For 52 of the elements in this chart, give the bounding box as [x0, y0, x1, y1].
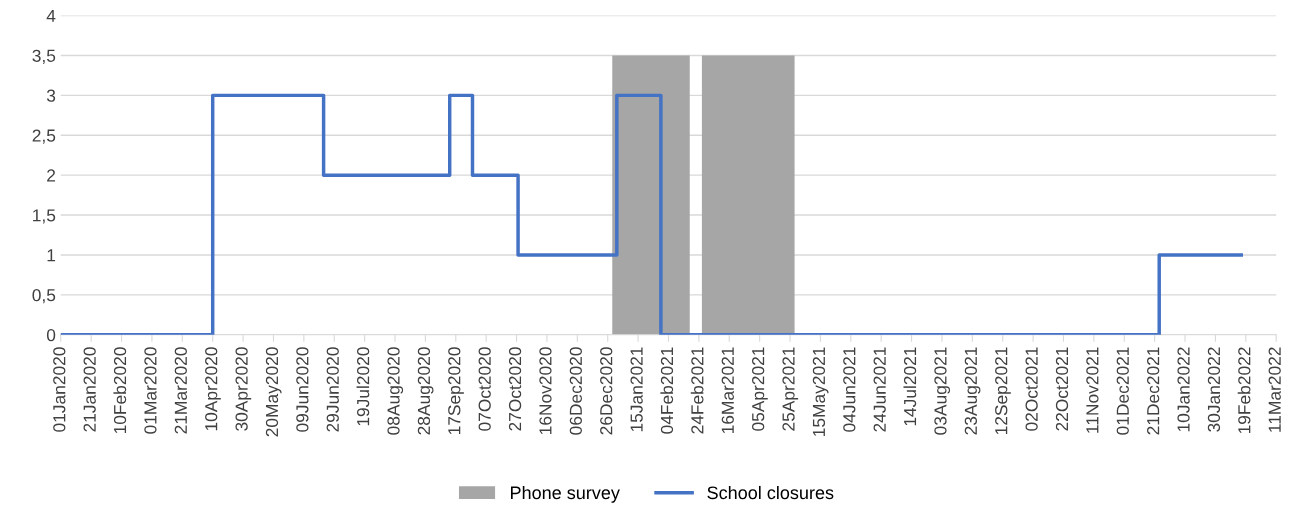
legend-label: School closures — [707, 485, 834, 500]
y-tick-label: 1 — [47, 249, 56, 262]
x-tick-label: 23Aug2021 — [964, 347, 981, 435]
x-tick-label: 06Dec2020 — [569, 347, 582, 435]
x-tick-label: 30Apr2020 — [235, 347, 252, 431]
x-tick-label: 04Jun2021 — [843, 347, 856, 432]
x-tick-label: 27Oct2020 — [508, 347, 522, 431]
x-tick-label: 03Aug2021 — [934, 347, 951, 435]
x-tick-label: 14Jul2021 — [903, 347, 917, 426]
x-tick-label: 08Aug2020 — [387, 347, 404, 435]
y-tick-label: 0 — [46, 328, 56, 342]
x-tick-label: 02Oct2021 — [1025, 347, 1038, 431]
y-tick-label: 2,5 — [32, 129, 56, 144]
x-tick-label: 11Mar2022 — [1268, 347, 1281, 432]
x-tick-label: 10Feb2020 — [113, 347, 127, 434]
x-tick-label: 17Sep2020 — [448, 347, 464, 435]
x-tick-label: 19Feb2022 — [1237, 347, 1251, 434]
legend-label: Phone survey — [511, 485, 620, 503]
x-tick-label: 01Jan2020 — [53, 347, 66, 432]
x-tick-label: 15May2021 — [812, 347, 829, 436]
x-tick-label: 10Apr2020 — [205, 347, 221, 431]
x-tick-label: 21Mar2020 — [174, 347, 187, 434]
x-tick-label: 12Sep2021 — [995, 347, 1011, 435]
x-tick-label: 30Jan2022 — [1207, 347, 1221, 432]
x-tick-label: 20May2020 — [265, 347, 282, 437]
x-tick-label: 01Mar2020 — [144, 347, 157, 434]
x-tick-label: 16Nov2020 — [539, 347, 552, 435]
x-tick-label: 09Jun2020 — [296, 347, 309, 432]
x-tick-label: 19Jul2020 — [356, 347, 370, 426]
y-tick-label: 4 — [46, 9, 56, 22]
y-tick-label: 0,5 — [32, 289, 56, 304]
x-tick-label: 22Oct2021 — [1055, 347, 1069, 431]
x-tick-label: 28Aug2020 — [417, 347, 434, 435]
x-tick-label: 21Dec2021 — [1147, 347, 1160, 435]
x-tick-label: 26Dec2020 — [600, 347, 613, 435]
x-tick-label: 29Jun2020 — [326, 347, 339, 432]
x-tick-label: 04Feb2021 — [660, 347, 674, 434]
x-tick-label: 10Jan2022 — [1177, 347, 1190, 432]
x-tick-label: 16Mar2021 — [721, 347, 734, 434]
x-tick-label: 25Apr2021 — [782, 347, 799, 431]
y-tick-label: 3 — [46, 89, 56, 102]
x-tick-label: 24Feb2021 — [690, 347, 704, 434]
x-tick-label: 11Nov2021 — [1086, 347, 1099, 433]
x-tick-label: 01Dec2021 — [1116, 347, 1129, 435]
x-tick-label: 24Jun2021 — [873, 347, 886, 432]
x-tick-label: 21Jan2020 — [83, 347, 96, 432]
y-tick-label: 2 — [47, 169, 56, 182]
x-tick-label: 15Jan2021 — [630, 347, 643, 432]
y-tick-label: 3,5 — [32, 49, 56, 64]
y-tick-label: 1,5 — [33, 209, 56, 224]
x-tick-label: 05Apr2021 — [752, 347, 768, 431]
x-tick-label: 07Oct2020 — [478, 347, 491, 431]
